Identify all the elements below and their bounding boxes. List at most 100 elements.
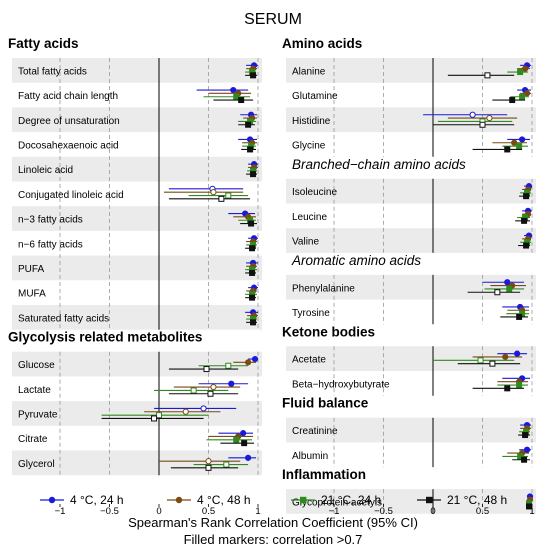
x-tick-label: 1 (255, 506, 260, 517)
point-marker (233, 436, 240, 443)
x-tick-label: −0.5 (374, 506, 393, 517)
section-title-aromatic-amino-acids: Aromatic amino acids (291, 253, 421, 268)
point-marker (523, 193, 530, 200)
point-marker (506, 285, 513, 292)
point-marker (156, 412, 162, 419)
point-marker (494, 289, 501, 296)
point-marker (200, 405, 207, 412)
x-tick-label: −1 (55, 506, 66, 517)
x-tick-label: 0 (430, 506, 435, 517)
point-marker (207, 390, 214, 397)
row-label-creatinine: Creatinine (292, 426, 338, 437)
row-label-histidine: Histidine (292, 116, 331, 127)
legend-marker (426, 496, 433, 504)
footnote: Filled markers: correlation >0.7 (184, 532, 363, 547)
x-axis-label: Spearman's Rank Correlation Coefficient … (128, 515, 418, 530)
row-label-glucose: Glucose (18, 360, 55, 371)
point-marker (504, 146, 511, 153)
point-marker (233, 93, 240, 100)
row-label-phenylalanine: Phenylalanine (292, 283, 355, 294)
point-marker (484, 72, 491, 79)
point-marker (509, 97, 516, 104)
data-marks (101, 62, 259, 471)
x-tick-label: 0 (156, 506, 161, 517)
row-label-valine: Valine (292, 237, 319, 248)
row-label-conjugated-linoleic-acid: Conjugated linoleic acid (18, 190, 124, 201)
point-marker (249, 269, 256, 276)
row-label-pyruvate: Pyruvate (18, 409, 58, 420)
point-marker (228, 380, 235, 387)
point-marker (230, 86, 237, 94)
point-marker (523, 90, 531, 97)
point-marker (516, 143, 523, 150)
point-marker (225, 192, 232, 199)
row-label-n-3-fatty-acids: n−3 fatty acids (18, 215, 83, 226)
point-marker (225, 362, 232, 369)
data-marks (423, 62, 534, 510)
chart-title: SERUM (244, 11, 302, 28)
row-band (12, 58, 262, 83)
row-band (12, 107, 262, 133)
point-marker (517, 453, 524, 460)
x-tick-label: −1 (329, 506, 340, 517)
section-title-glycolysis-related-metabolites: Glycolysis related metabolites (8, 330, 202, 345)
x-tick-label: 0.5 (476, 506, 489, 517)
section-title-fluid-balance: Fluid balance (282, 396, 369, 411)
point-marker (210, 189, 217, 196)
row-label-docosahexaenoic-acid: Docosahexaenoic acid (18, 140, 119, 151)
row-band (286, 107, 536, 133)
row-band (12, 206, 262, 231)
x-axis: −1 −0.5 0 0.5 1 (55, 504, 261, 517)
legend-marker (175, 496, 183, 504)
section-title-branched-chain-amino-acids: Branched−chain amino acids (292, 157, 466, 172)
row-label-citrate: Citrate (18, 434, 48, 445)
row-band (286, 417, 536, 443)
row-bands (286, 58, 536, 514)
panel-right: Amino acids Alanine Glutamine Histidine Glyc… (282, 36, 536, 517)
row-label-mufa: MUFA (18, 289, 46, 300)
row-band (12, 305, 262, 330)
row-label-degree-of-unsaturation: Degree of unsaturation (18, 116, 120, 127)
x-tick-label: 0.5 (202, 506, 215, 517)
point-marker (526, 503, 533, 510)
point-marker (521, 65, 529, 72)
row-band (12, 156, 262, 182)
row-label-leucine: Leucine (292, 212, 327, 223)
gridlines (333, 58, 533, 514)
section-title-ketone-bodies: Ketone bodies (282, 324, 375, 339)
point-marker (521, 217, 528, 224)
row-label-glycerol: Glycerol (18, 459, 55, 470)
point-marker (479, 121, 486, 128)
legend-label-4: 21 °C, 48 h (447, 493, 507, 507)
point-marker (519, 136, 526, 143)
row-label-tyrosine: Tyrosine (292, 308, 330, 319)
point-marker (504, 279, 511, 286)
row-band (12, 255, 262, 281)
point-marker (182, 408, 189, 415)
row-band (286, 489, 536, 514)
row-label-albumin: Albumin (292, 451, 328, 462)
legend-marker (48, 496, 56, 504)
point-marker (205, 464, 212, 471)
legend-label-3: 21 °C, 24 h (321, 493, 381, 507)
point-marker (514, 350, 521, 357)
row-band (12, 351, 262, 377)
row-label-lactate: Lactate (18, 385, 51, 396)
point-marker (523, 446, 531, 453)
point-marker (519, 93, 526, 100)
x-tick-label: −0.5 (100, 506, 119, 517)
point-marker (238, 97, 245, 104)
row-band (286, 346, 536, 371)
point-marker (249, 245, 256, 252)
legend-label-2: 4 °C, 48 h (197, 493, 251, 507)
point-marker (248, 220, 255, 227)
point-marker (151, 415, 158, 422)
point-marker (522, 432, 529, 439)
point-marker (504, 385, 511, 392)
row-label-saturated-fatty-acids: Saturated fatty acids (18, 313, 109, 324)
row-label-glutamine: Glutamine (292, 91, 338, 102)
point-marker (210, 383, 217, 391)
point-marker (511, 139, 518, 146)
legend-label-1: 4 °C, 24 h (70, 493, 124, 507)
